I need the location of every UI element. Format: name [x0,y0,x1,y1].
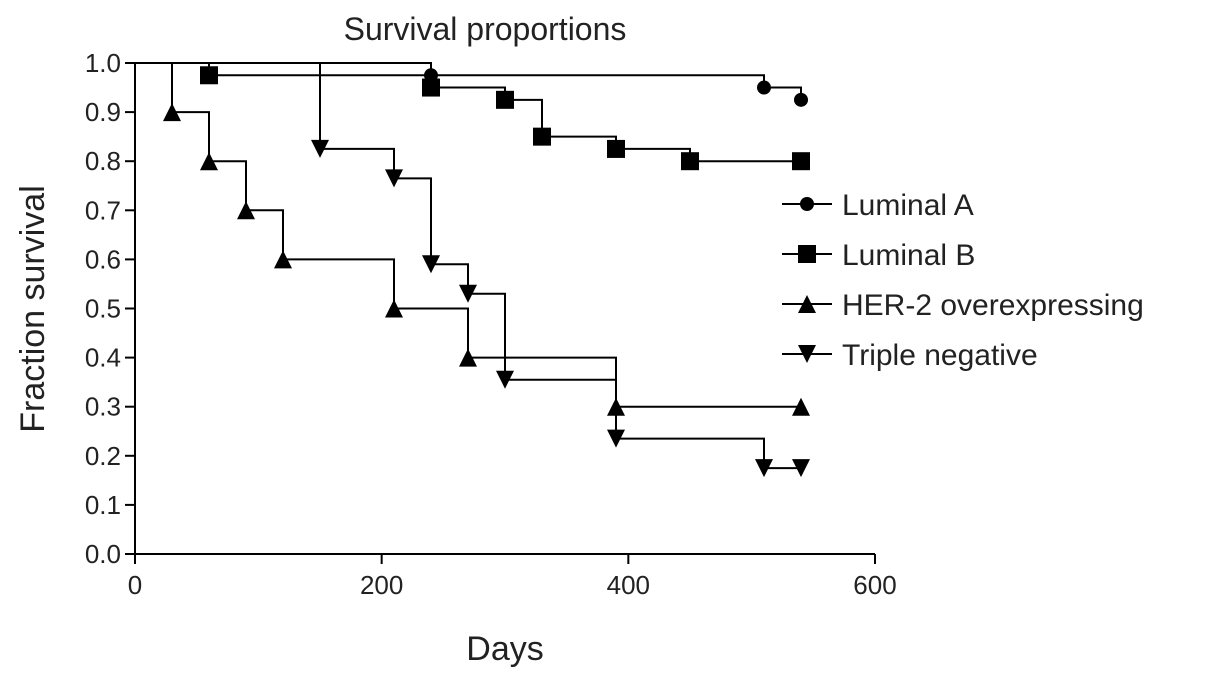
series-layer [135,62,810,478]
legend: Luminal A Luminal B HER-2 overexpressing Tr… [782,189,1144,372]
data-point [459,348,477,367]
data-point [794,92,808,107]
legend-item: Triple negative [782,339,1038,372]
y-tick-label: 0.7 [85,195,121,225]
y-tick-label: 0.3 [85,392,121,422]
legend-item: HER-2 overexpressing [782,289,1144,322]
y-tick-label: 0.8 [85,146,121,176]
y-tick-label: 0.9 [85,97,121,127]
y-tick-label: 0.0 [85,539,121,569]
data-point [533,127,551,146]
data-point [496,370,514,389]
data-point [385,169,403,188]
legend-label: Luminal B [842,239,975,272]
data-point [681,152,699,171]
legend-label: HER-2 overexpressing [842,289,1144,322]
data-point [237,201,255,220]
legend-marker [800,197,814,211]
data-point [200,66,218,85]
series-line [135,62,801,470]
x-tick-label: 600 [853,570,896,600]
series-line [135,62,801,408]
y-tick-label: 0.5 [85,294,121,324]
series-3 [135,62,810,478]
y-tick-label: 0.1 [85,490,121,520]
legend-marker [798,345,816,363]
data-point [311,139,329,158]
x-tick-label: 200 [360,570,403,600]
series-0 [135,62,808,107]
series-line [135,62,801,163]
data-point [607,429,625,448]
data-point [792,152,810,171]
legend-label: Luminal A [842,189,974,222]
chart-title: Survival proportions [344,11,627,47]
data-point [496,90,514,109]
data-point [757,80,771,95]
data-point [755,459,773,478]
legend-marker [798,245,816,263]
series-1 [135,62,810,171]
axes: 0.0 0.1 0.2 0.3 0.4 0.5 0.6 0.7 0.8 0.9 1.0 0 200 400… [85,48,897,600]
data-point [792,459,810,478]
data-point [459,284,477,303]
series-line [135,62,802,100]
data-point [385,299,403,318]
x-tick-label: 400 [607,570,650,600]
data-point [792,397,810,416]
y-tick-label: 0.2 [85,441,121,471]
data-point [200,152,218,171]
y-tick-label: 0.4 [85,343,121,373]
y-axis-title: Fraction survival [14,185,52,433]
data-point [274,250,292,269]
data-point [163,103,181,122]
x-tick-label: 0 [128,570,142,600]
legend-item: Luminal B [782,239,975,272]
data-point [422,78,440,97]
data-point [607,139,625,158]
y-tick-label: 0.6 [85,244,121,274]
x-axis-title: Days [466,630,543,668]
data-point [422,255,440,274]
legend-marker [798,295,816,313]
legend-item: Luminal A [782,189,974,222]
legend-label: Triple negative [842,339,1038,372]
series-2 [135,62,810,416]
y-tick-label: 1.0 [85,48,121,78]
